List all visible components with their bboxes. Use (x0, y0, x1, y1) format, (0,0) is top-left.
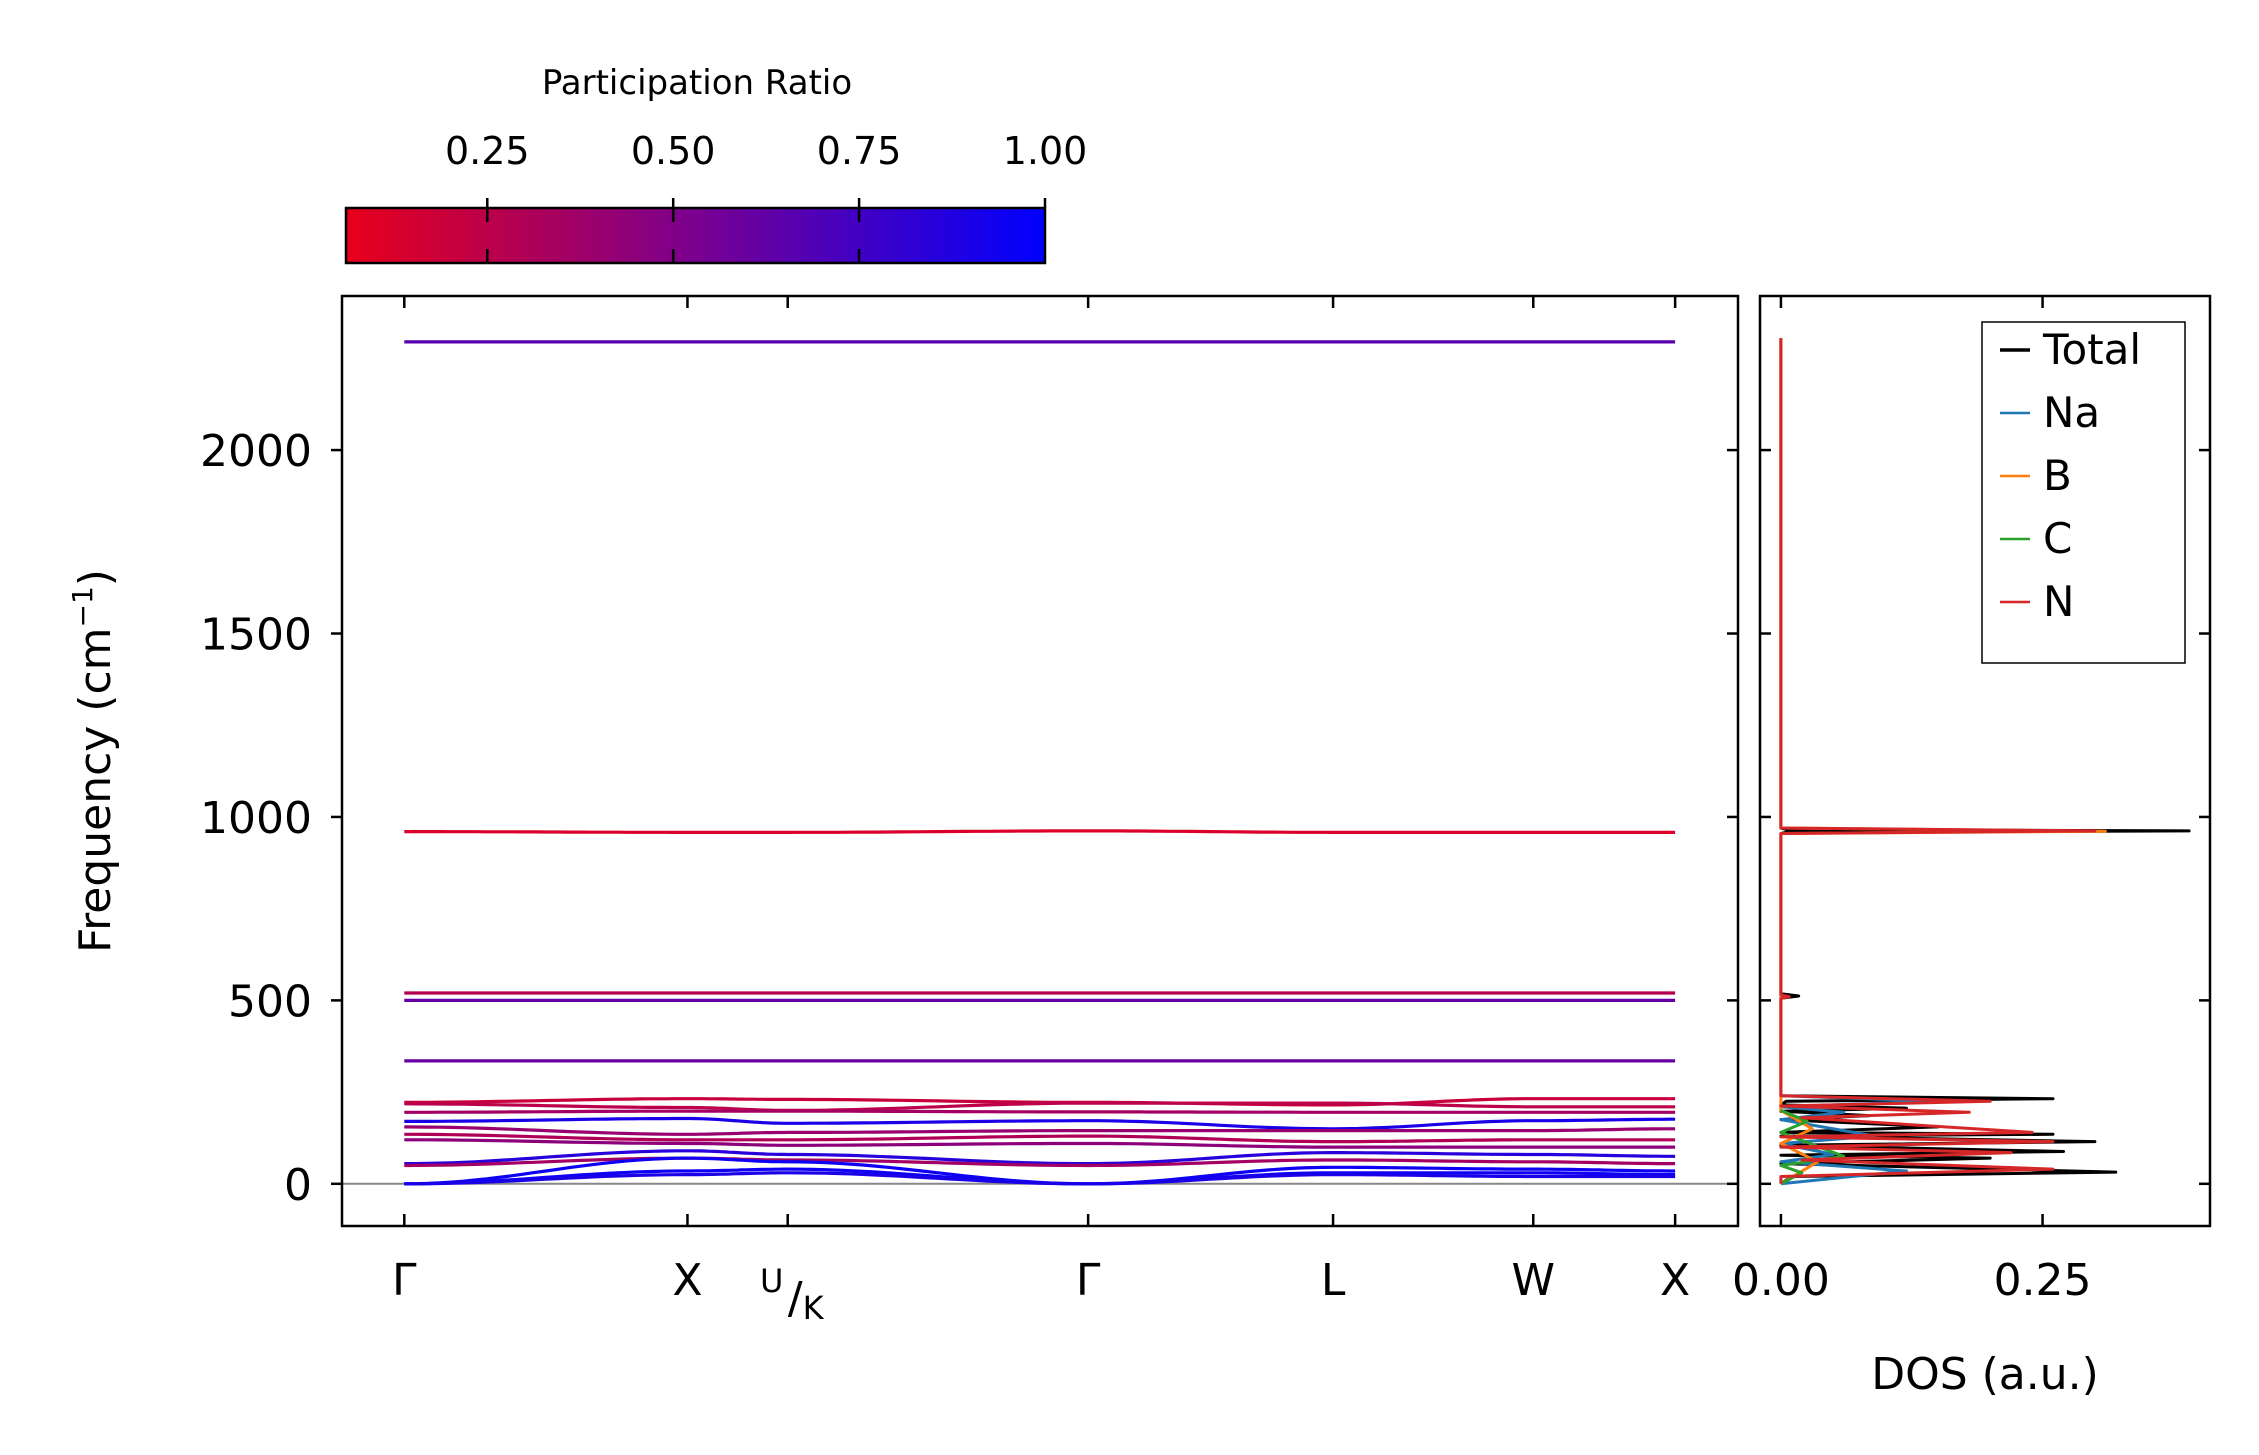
band-x-ticks: Γ X U/K Γ L W X (392, 296, 1690, 1327)
dos-x-axis-label: DOS (a.u.) (1871, 1349, 2099, 1400)
band-y-axis-label: Frequency (cm−1) (66, 569, 121, 953)
phonon-band-12 (404, 1149, 1676, 1166)
phonon-band-16 (404, 1171, 1676, 1186)
legend-frame (1981, 321, 2186, 664)
dos-series-n (1779, 338, 2097, 1184)
dos-panel: 0.00 0.25 DOS (a.u.) Total Na BCN (1732, 294, 2212, 1400)
colorbar-tick-label: 0.25 (445, 129, 530, 173)
colorbar-ticks: 0.25 0.50 0.75 1.00 (445, 129, 1087, 263)
dos-legend: Total Na BCN (1981, 321, 2186, 664)
legend-label-n: N (2043, 577, 2074, 626)
legend-label-c: C (2043, 514, 2072, 563)
y-tick-label: 1000 (200, 793, 312, 844)
dos-x-tick-label: 0.00 (1732, 1255, 1830, 1306)
legend-label-b: B (2043, 451, 2072, 500)
band-structure-panel: 0 500 1000 1500 2000 Γ X U/K Γ L W X Frequency (cm… (66, 294, 1740, 1327)
dos-x-tick-label: 0.25 (1994, 1255, 2092, 1306)
phonon-band-8 (404, 1116, 1676, 1131)
k-point-label: X (672, 1255, 702, 1306)
legend-label-total: Total (2042, 325, 2141, 374)
dos-axes-frame (1758, 294, 2212, 1228)
phonon-band-10 (404, 1132, 1676, 1144)
phonon-band-7 (404, 1109, 1676, 1114)
k-point-label: Γ (392, 1255, 417, 1306)
legend-label-na: Na (2043, 388, 2100, 437)
band-axes-frame (340, 294, 1740, 1228)
k-point-label: U (760, 1262, 783, 1300)
band-y-ticks: 0 500 1000 1500 2000 (200, 426, 1738, 1211)
colorbar-tick-label: 1.00 (1003, 129, 1088, 173)
colorbar-tick-label: 0.75 (817, 129, 902, 173)
phonon-band-1 (404, 829, 1676, 835)
y-tick-label: 2000 (200, 426, 312, 477)
k-point-label-sub: /K (788, 1273, 825, 1327)
k-point-label: X (1660, 1255, 1690, 1306)
phonon-band-11 (404, 1138, 1676, 1149)
colorbar: Participation Ratio 0.25 0.50 0.75 1.00 (344, 63, 1087, 265)
y-tick-label: 500 (228, 976, 312, 1027)
phonon-band-9 (404, 1125, 1676, 1136)
y-tick-label: 1500 (200, 610, 312, 661)
colorbar-title: Participation Ratio (542, 63, 852, 103)
dos-ticks: 0.00 0.25 (1732, 296, 2210, 1306)
colorbar-gradient (344, 206, 1047, 265)
band-lines (342, 340, 1738, 1186)
dos-lines (1779, 338, 2191, 1186)
k-point-label: W (1512, 1255, 1556, 1306)
k-point-label: Γ (1076, 1255, 1101, 1306)
phonon-band-6 (404, 1101, 1676, 1113)
y-tick-label: 0 (284, 1160, 312, 1211)
k-point-label: L (1321, 1255, 1346, 1306)
dos-series-c (1779, 1109, 1846, 1186)
colorbar-tick-label: 0.50 (631, 129, 716, 173)
